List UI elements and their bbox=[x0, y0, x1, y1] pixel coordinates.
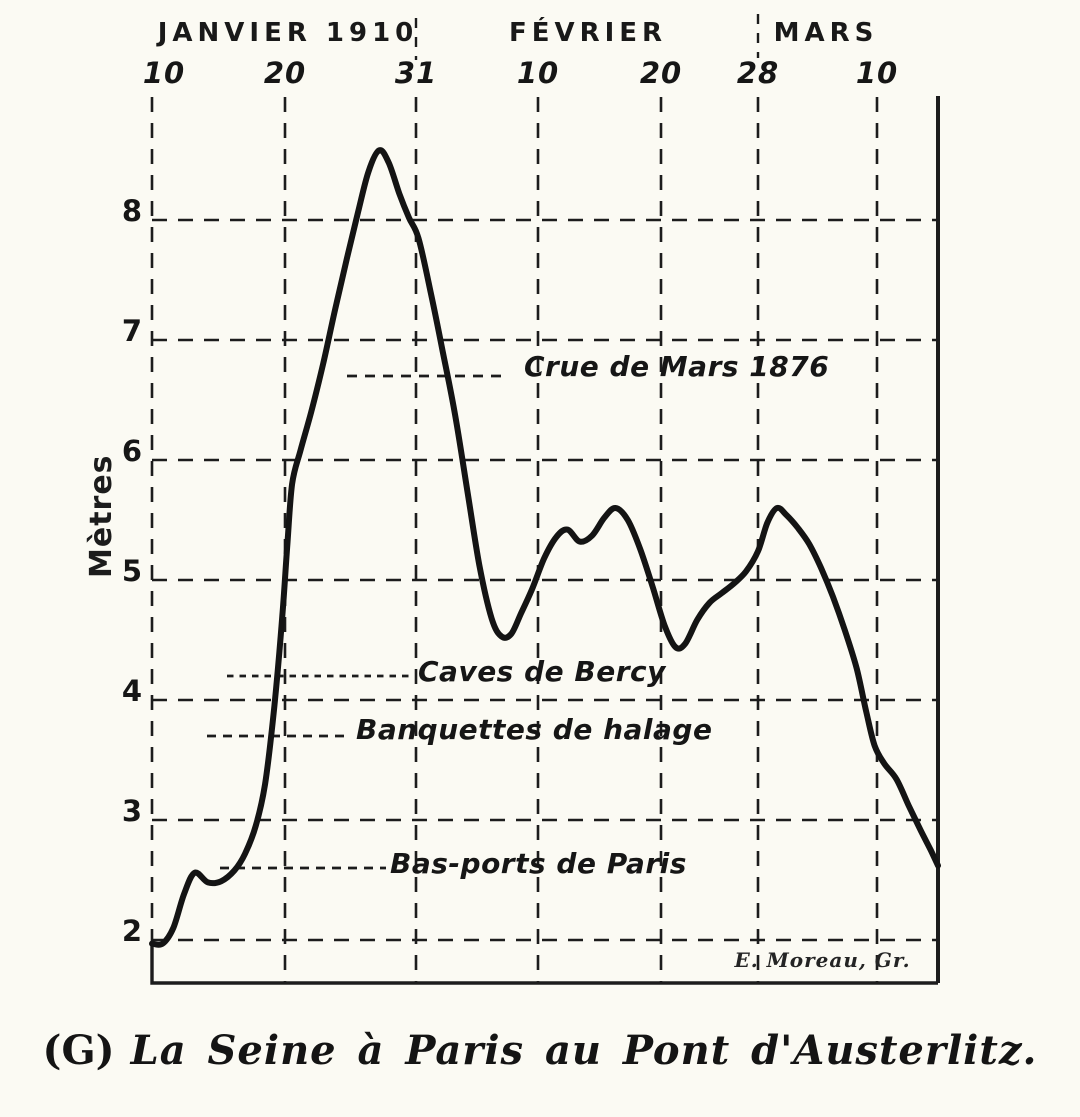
figure-caption: (G) La Seine à Paris au Pont d'Austerlitz… bbox=[10, 1027, 1070, 1074]
figure-caption-index: (G) bbox=[42, 1027, 115, 1074]
figure-caption-title: La Seine à Paris au Pont d'Austerlitz. bbox=[130, 1027, 1038, 1074]
reference-label-banquettes-de-halage: Banquettes de halage bbox=[356, 713, 713, 746]
x-tick-label-feb10: 10 bbox=[516, 56, 560, 90]
y-tick-label-2: 2 bbox=[121, 914, 142, 948]
month-label-fevrier: FÉVRIER bbox=[508, 18, 668, 48]
x-tick-label-mar10: 10 bbox=[855, 56, 899, 90]
figure-chart-area: JANVIER 1910 FÉVRIER MARS 10 20 31 10 20… bbox=[84, 14, 941, 985]
y-tick-label-3: 3 bbox=[121, 794, 142, 828]
flood-curve bbox=[149, 147, 941, 948]
month-label-mars: MARS bbox=[773, 18, 879, 48]
axis-bottom-left bbox=[150, 941, 938, 985]
y-tick-label-6: 6 bbox=[121, 434, 142, 468]
x-tick-label-feb28: 28 bbox=[736, 56, 780, 90]
y-tick-label-5: 5 bbox=[121, 554, 142, 588]
y-axis-title-metres: Mètres bbox=[84, 454, 119, 578]
month-label-janvier: JANVIER 1910 bbox=[157, 18, 419, 48]
reference-label-bas-ports-de-paris: Bas-ports de Paris bbox=[390, 847, 687, 880]
y-tick-label-7: 7 bbox=[121, 314, 142, 348]
x-tick-label-feb20: 20 bbox=[639, 56, 683, 90]
reference-label-crue-1876: Crue de Mars 1876 bbox=[524, 350, 830, 383]
y-tick-label-8: 8 bbox=[121, 194, 142, 228]
reference-label-caves-de-bercy: Caves de Bercy bbox=[418, 655, 666, 688]
chart-canvas bbox=[149, 14, 941, 985]
x-tick-label-jan10: 10 bbox=[142, 56, 186, 90]
x-tick-label-jan31: 31 bbox=[394, 56, 438, 90]
engraver-signature: E. Moreau, Gr. bbox=[734, 948, 911, 972]
x-tick-label-jan20: 20 bbox=[263, 56, 307, 90]
y-tick-label-4: 4 bbox=[121, 674, 142, 708]
